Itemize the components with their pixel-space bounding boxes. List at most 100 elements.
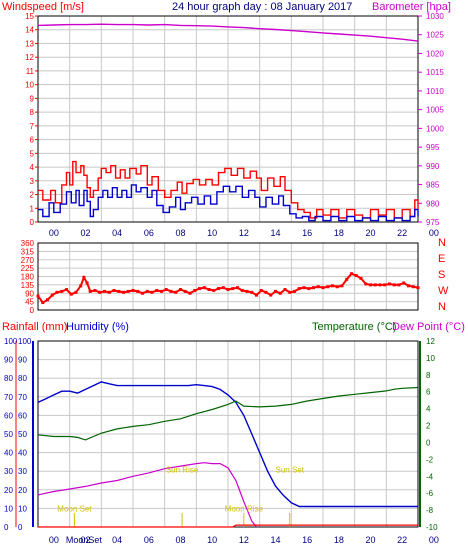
dewpoint-axis-label: Dew Point (°C): [392, 321, 465, 333]
temperature-tick-label: 8: [426, 371, 431, 380]
right-tick-label: 1000: [426, 124, 444, 133]
x-tick-label: 08: [175, 228, 185, 238]
series-temperature: [37, 386, 419, 441]
x-tick-label: 06: [144, 535, 154, 545]
compass-label: N: [438, 237, 446, 249]
left-tick-label: 4: [30, 163, 35, 172]
direction-tick-label: 225: [21, 264, 35, 273]
x-tick-label: 08: [175, 535, 185, 545]
series-dewpoint: [37, 462, 257, 528]
right-tick-label: 1005: [426, 106, 444, 115]
rainfall-tick-label: 100: [4, 337, 18, 346]
left-tick-label: 2: [30, 191, 35, 200]
x-tick-label: 14: [270, 228, 280, 238]
left-tick-label: 1: [30, 204, 35, 213]
direction-tick-label: 180: [21, 273, 35, 282]
humidity-tick-label: 90: [18, 356, 27, 365]
right-tick-label: 1015: [426, 68, 444, 77]
right-tick-label: 1025: [426, 31, 444, 40]
compass-label: W: [438, 285, 449, 297]
event-annotation: Sun Set: [276, 465, 305, 474]
x-tick-label: 00: [429, 535, 439, 545]
temperature-tick-label: 2: [426, 422, 431, 431]
x-tick-label: 02: [80, 228, 90, 238]
left-tick-label: 7: [30, 122, 35, 131]
temperature-tick-label: 6: [426, 388, 431, 397]
rainfall-tick-label: 20: [4, 486, 13, 495]
rainfall-tick-label: 30: [4, 467, 13, 476]
x-tick-label: 06: [144, 228, 154, 238]
left-tick-label: 3: [30, 177, 35, 186]
x-tick-label: 10: [207, 535, 217, 545]
rainfall-tick-label: 0: [4, 523, 9, 532]
direction-tick-label: 270: [21, 256, 35, 265]
right-tick-label: 980: [426, 199, 440, 208]
x-tick-label: 02: [80, 535, 90, 545]
x-tick-label: 04: [112, 535, 122, 545]
x-tick-label: 14: [270, 535, 280, 545]
event-annotation: Moon Rise: [225, 504, 264, 513]
temperature-tick-label: -6: [426, 489, 434, 498]
right-tick-label: 1010: [426, 87, 444, 96]
left-tick-label: 9: [30, 94, 35, 103]
left-tick-label: 10: [25, 81, 34, 90]
humidity-tick-label: 20: [18, 486, 27, 495]
left-tick-label: 14: [25, 26, 34, 35]
direction-tick-label: 90: [25, 289, 34, 298]
rainfall-axis-label: Rainfall (mm): [2, 321, 67, 333]
compass-label: N: [438, 301, 446, 313]
wind-baro-panel: 0123456789101112131415975980985990995100…: [25, 12, 444, 238]
temperature-tick-label: -10: [426, 523, 438, 532]
rainfall-tick-label: 60: [4, 411, 13, 420]
temperature-tick-label: 0: [426, 438, 431, 447]
rainfall-tick-label: 10: [4, 504, 13, 513]
humidity-tick-label: 60: [18, 411, 27, 420]
x-tick-label: 10: [207, 228, 217, 238]
left-tick-label: 0: [30, 218, 35, 227]
x-tick-label: 00: [429, 228, 439, 238]
right-tick-label: 975: [426, 218, 440, 227]
plot-frame: [37, 15, 419, 223]
compass-label: E: [438, 253, 445, 265]
x-tick-label: 20: [365, 228, 375, 238]
direction-tick-label: 360: [21, 239, 35, 248]
left-tick-label: 11: [26, 67, 35, 76]
humidity-tick-label: 70: [18, 393, 27, 402]
left-tick-label: 13: [25, 39, 34, 48]
left-tick-label: 5: [30, 149, 35, 158]
left-tick-label: 8: [30, 108, 35, 117]
left-tick-label: 6: [30, 136, 35, 145]
right-tick-label: 995: [426, 143, 440, 152]
rainfall-tick-label: 50: [4, 430, 13, 439]
temperature-tick-label: -4: [426, 472, 434, 481]
chart-title: 24 hour graph day : 08 January 2017: [172, 1, 352, 13]
rainfall-tick-label: 80: [4, 374, 13, 383]
event-annotation: Sun Rise: [166, 465, 199, 474]
x-tick-label: 22: [397, 535, 407, 545]
x-tick-label: 16: [302, 228, 312, 238]
x-tick-label: 04: [112, 228, 122, 238]
temperature-tick-label: -2: [426, 455, 434, 464]
right-tick-label: 990: [426, 162, 440, 171]
compass-label: S: [438, 269, 445, 281]
humidity-tick-label: 80: [18, 374, 27, 383]
x-tick-label: 16: [302, 535, 312, 545]
moonset-tick-label: MoonSet: [66, 535, 103, 545]
series-humidity: [37, 381, 418, 508]
plot-frame: [37, 242, 419, 311]
series-barometer: [37, 23, 419, 42]
x-tick-label: 00: [49, 228, 59, 238]
direction-tick-label: 0: [30, 306, 35, 315]
humidity-tick-label: 50: [18, 430, 27, 439]
series-windspeed: [38, 184, 419, 222]
windspeed-axis-label: Windspeed [m/s]: [2, 1, 84, 13]
x-tick-label: 20: [365, 535, 375, 545]
x-tick-label: 18: [334, 535, 344, 545]
rainfall-tick-label: 90: [4, 356, 13, 365]
humidity-axis-label: Humidity (%): [66, 321, 129, 333]
event-annotation: Moon Set: [57, 504, 92, 513]
rainfall-tick-label: 40: [4, 449, 13, 458]
